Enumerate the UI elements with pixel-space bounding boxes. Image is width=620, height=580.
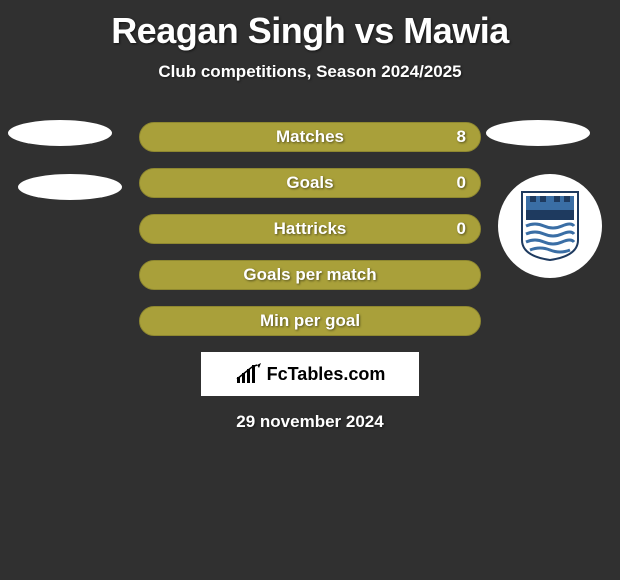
stat-bar: Hattricks 0 <box>139 214 481 244</box>
stat-bar: Min per goal <box>139 306 481 336</box>
stat-bar: Matches 8 <box>139 122 481 152</box>
stat-bar-label: Goals <box>286 173 333 193</box>
player-placeholder-left-2 <box>18 174 122 200</box>
comparison-content: Matches 8 Goals 0 Hattricks 0 Goals per match M… <box>0 122 620 432</box>
stat-bar-value: 8 <box>457 127 466 147</box>
mumbai-city-fc-icon <box>520 190 580 262</box>
watermark: FcTables.com <box>201 352 419 396</box>
stat-bars: Matches 8 Goals 0 Hattricks 0 Goals per match M… <box>139 122 481 336</box>
stat-bar-label: Matches <box>276 127 344 147</box>
stat-bar-label: Goals per match <box>243 265 376 285</box>
stat-bar: Goals per match <box>139 260 481 290</box>
watermark-text: FcTables.com <box>267 364 386 385</box>
stat-bar-value: 0 <box>457 219 466 239</box>
stat-bar-value: 0 <box>457 173 466 193</box>
fctables-logo-icon <box>235 363 263 385</box>
stat-bar-label: Min per goal <box>260 311 360 331</box>
stat-bar: Goals 0 <box>139 168 481 198</box>
snapshot-date: 29 november 2024 <box>0 412 620 432</box>
club-logo <box>498 174 602 278</box>
comparison-subtitle: Club competitions, Season 2024/2025 <box>0 62 620 82</box>
stat-bar-label: Hattricks <box>274 219 347 239</box>
comparison-title: Reagan Singh vs Mawia <box>0 10 620 52</box>
player-placeholder-right-1 <box>486 120 590 146</box>
player-placeholder-left-1 <box>8 120 112 146</box>
